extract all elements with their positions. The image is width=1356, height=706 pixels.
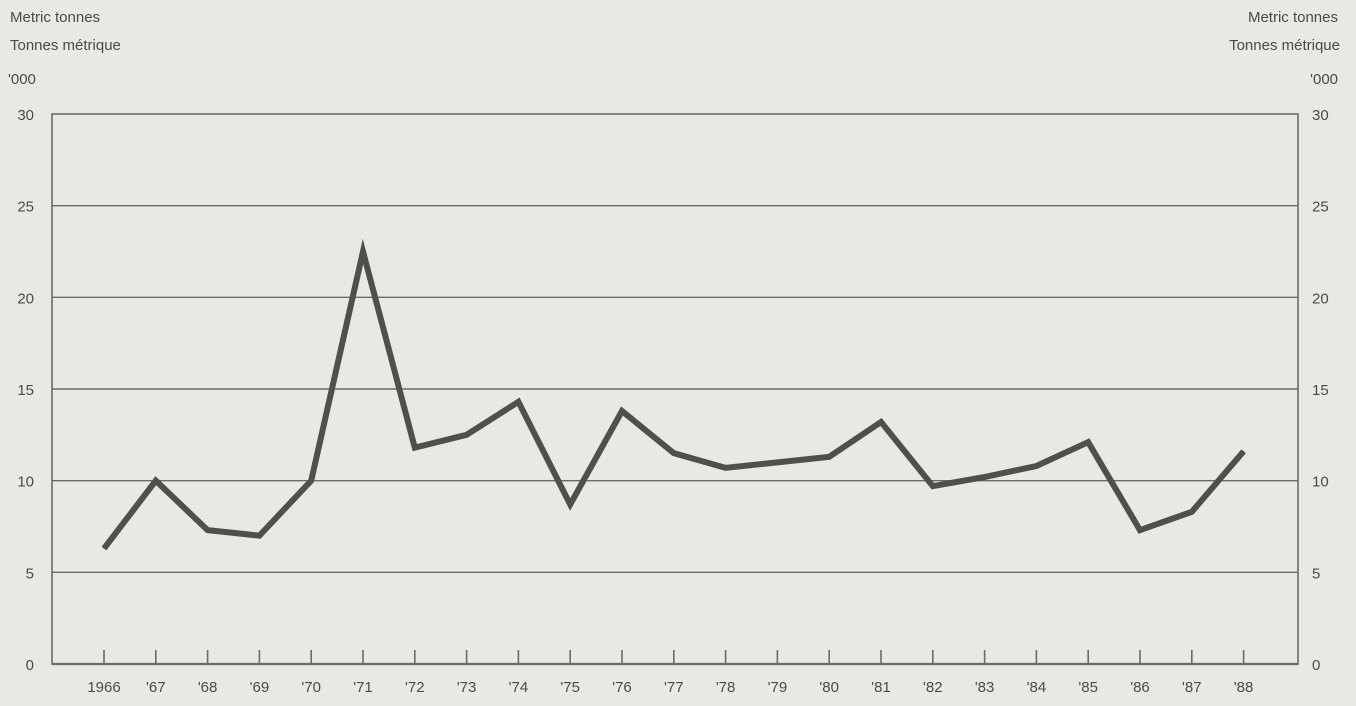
right-unit-en: Metric tonnes [1248, 9, 1338, 26]
right-unit-scale: '000 [1310, 71, 1338, 88]
x-tick-label: '85 [1078, 679, 1098, 696]
x-tick-label: '79 [768, 679, 788, 696]
y-tick-label-right: 15 [1312, 382, 1329, 399]
x-tick-label: 1966 [87, 679, 120, 696]
y-tick-label-right: 0 [1312, 657, 1320, 674]
data-point [776, 461, 778, 463]
data-point [673, 452, 675, 454]
x-tick-label: '70 [301, 679, 321, 696]
y-tick-label-left: 15 [17, 382, 34, 399]
x-tick-label: '77 [664, 679, 684, 696]
x-tick-label: '80 [819, 679, 839, 696]
y-tick-label-left: 30 [17, 107, 34, 124]
x-tick-label: '81 [871, 679, 891, 696]
y-tick-label-left: 0 [26, 657, 34, 674]
left-unit-en: Metric tonnes [10, 9, 100, 26]
x-tick-label: '67 [146, 679, 166, 696]
x-tick-label: '88 [1234, 679, 1254, 696]
x-tick-label: '78 [716, 679, 736, 696]
y-tick-label-left: 5 [26, 565, 34, 582]
y-tick-label-left: 25 [17, 199, 34, 216]
data-point [932, 485, 934, 487]
x-tick-label: '86 [1130, 679, 1150, 696]
x-tick-label: '84 [1027, 679, 1047, 696]
data-point [103, 548, 105, 549]
x-tick-label: '68 [198, 679, 218, 696]
y-tick-label-right: 5 [1312, 565, 1320, 582]
data-point [621, 410, 623, 412]
data-point [1035, 465, 1037, 467]
data-point [414, 447, 416, 449]
data-point [1139, 529, 1141, 531]
x-tick-label: '75 [560, 679, 580, 696]
x-tick-label: '72 [405, 679, 425, 696]
y-tick-label-right: 20 [1312, 290, 1329, 307]
y-tick-label-right: 25 [1312, 199, 1329, 216]
data-point [207, 529, 209, 531]
left-unit-scale: '000 [8, 71, 36, 88]
series-group [101, 238, 1246, 551]
x-tick-label: '87 [1182, 679, 1202, 696]
x-tick-label: '82 [923, 679, 943, 696]
x-tick-label: '74 [509, 679, 529, 696]
data-point [310, 480, 312, 482]
y-axis-right: 0 5 10 15 20 25 30 [1312, 107, 1329, 674]
y-tick-label-left: 10 [17, 474, 34, 491]
data-point [1087, 441, 1089, 443]
data-point [362, 251, 364, 252]
y-axis-left: 0 5 10 15 20 25 30 [17, 107, 34, 674]
series-line [101, 238, 1246, 551]
data-point [155, 480, 157, 482]
data-point [517, 401, 519, 403]
x-tick-label: '83 [975, 679, 995, 696]
data-point [1191, 511, 1193, 513]
data-point [725, 467, 727, 469]
data-point [1243, 450, 1245, 452]
left-unit-fr: Tonnes métrique [10, 37, 121, 54]
data-point [984, 476, 986, 478]
gridlines [52, 204, 1298, 574]
y-tick-label-right: 30 [1312, 107, 1329, 124]
x-tick-label: '69 [250, 679, 270, 696]
data-point [569, 504, 571, 505]
data-point [880, 421, 882, 423]
y-tick-label-right: 10 [1312, 474, 1329, 491]
y-tick-label-left: 20 [17, 290, 34, 307]
x-tick-label: '76 [612, 679, 632, 696]
x-tick-label: '73 [457, 679, 477, 696]
x-axis: 1966 '67 '68 '69 '70 '71 '72 '73 '74 '75 '76 '77 '78… [87, 650, 1253, 696]
data-point [828, 456, 830, 458]
x-tick-label: '71 [353, 679, 373, 696]
data-point [258, 535, 260, 537]
right-unit-fr: Tonnes métrique [1229, 37, 1340, 54]
data-point [466, 434, 468, 436]
